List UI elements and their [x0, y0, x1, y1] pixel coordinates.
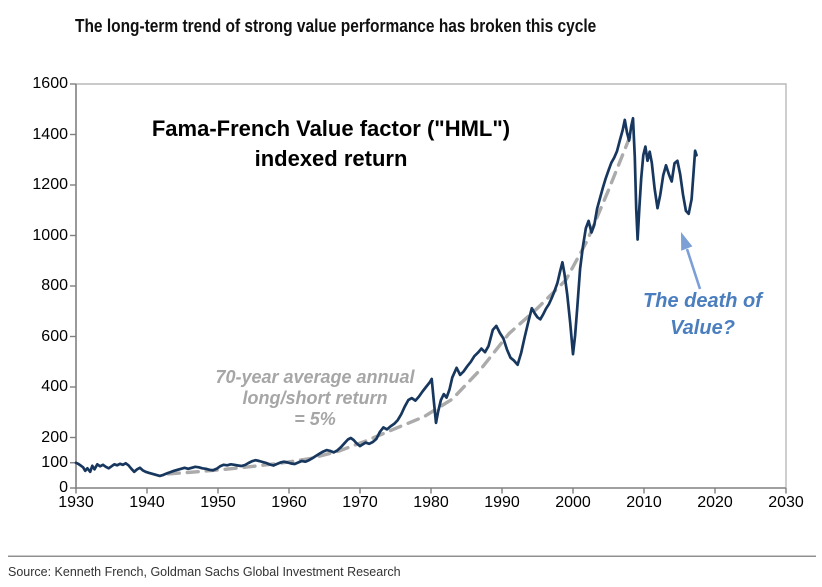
y-tick-label: 1000: [32, 226, 68, 244]
y-tick-label: 200: [41, 428, 68, 446]
y-tick-label: 1400: [32, 125, 68, 143]
x-tick-label: 1960: [271, 494, 307, 511]
plot-border: [76, 83, 787, 488]
x-tick-label: 1990: [484, 494, 520, 511]
x-tick-label: 1980: [413, 494, 449, 511]
hml-series-line: [74, 116, 698, 478]
trend-line: [166, 135, 632, 476]
death-of-value-annotation: The death of Value?: [643, 290, 762, 339]
x-tick-label: 1930: [58, 494, 94, 511]
x-tick-label: 2020: [697, 494, 733, 511]
source-credit: Source: Kenneth French, Goldman Sachs Gl…: [8, 565, 401, 579]
y-tick-label: 600: [41, 327, 68, 345]
trend-annotation: 70-year average annual long/short return…: [215, 367, 415, 429]
annotation-arrow-shaft: [685, 248, 702, 290]
chart-title-line-1: Fama-French Value factor ("HML"): [151, 116, 511, 141]
x-tick-label: 1970: [342, 494, 378, 511]
y-tick-label: 1600: [32, 75, 68, 92]
footer-divider: [8, 555, 816, 557]
x-tick-label: 2030: [768, 494, 804, 511]
x-tick-label: 2010: [626, 494, 662, 511]
y-tick-label: 1200: [32, 176, 68, 193]
y-tick-label: 800: [41, 277, 68, 294]
page-title: The long-term trend of strong value perf…: [75, 16, 597, 36]
y-tick-label: 400: [41, 378, 68, 395]
hml-line-chart: [70, 83, 787, 494]
annotation-arrow-head: [681, 232, 693, 251]
chart-title: Fama-French Value factor ("HML") indexed…: [96, 114, 566, 174]
x-tick-label: 1940: [129, 494, 165, 511]
x-tick-label: 2000: [555, 494, 591, 511]
y-tick-label: 100: [41, 453, 68, 471]
x-tick-label: 1950: [200, 494, 236, 511]
chart-title-line-2: indexed return: [254, 146, 408, 171]
y-tick-label: 0: [59, 479, 68, 496]
